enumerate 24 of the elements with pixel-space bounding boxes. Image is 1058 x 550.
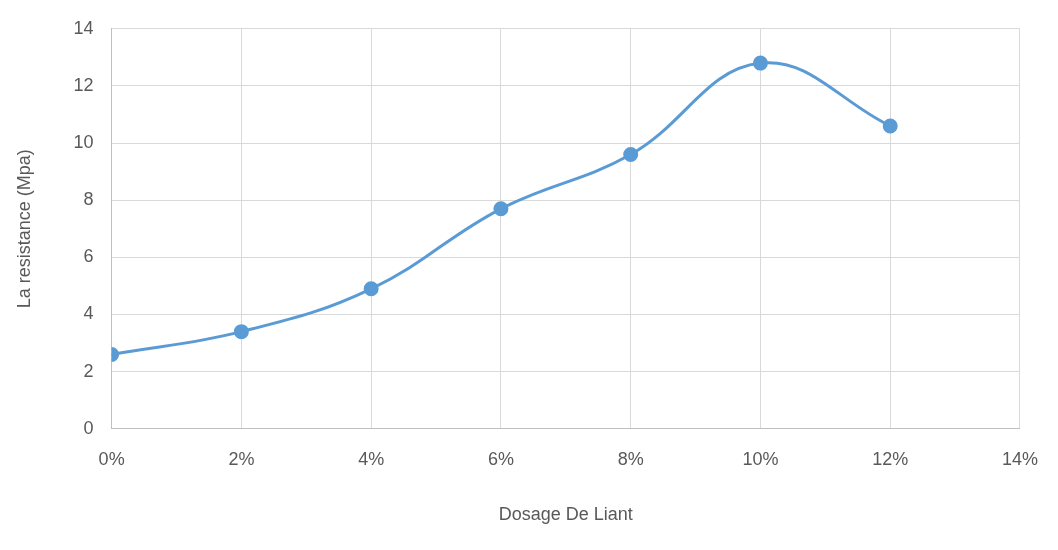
- x-axis-title: Dosage De Liant: [498, 504, 633, 525]
- y-tick-label: 4: [83, 303, 94, 324]
- x-tick-label: 2%: [228, 448, 255, 469]
- y-tick-label: 2: [83, 360, 94, 381]
- x-tick-label: 10%: [742, 448, 779, 469]
- x-tick-label: 6%: [487, 448, 514, 469]
- x-tick-label: 14%: [1001, 448, 1038, 469]
- y-tick-label: 0: [83, 417, 94, 438]
- y-tick-label: 10: [73, 132, 94, 153]
- point: [363, 281, 379, 297]
- x-tick-label: 4%: [358, 448, 385, 469]
- y-tick-label: 14: [73, 17, 94, 38]
- x-tick-label: 8%: [617, 448, 644, 469]
- y-tick-label: 8: [83, 189, 94, 210]
- point: [233, 324, 249, 340]
- point: [493, 201, 509, 217]
- point: [752, 55, 768, 71]
- y-tick-label: 6: [83, 246, 94, 267]
- x-tick-label: 0%: [98, 448, 125, 469]
- x-tick-label: 12%: [872, 448, 909, 469]
- y-axis-title: La resistance (Mpa): [13, 149, 34, 309]
- point: [882, 118, 898, 134]
- point: [623, 147, 639, 163]
- y-tick-label: 12: [73, 74, 94, 95]
